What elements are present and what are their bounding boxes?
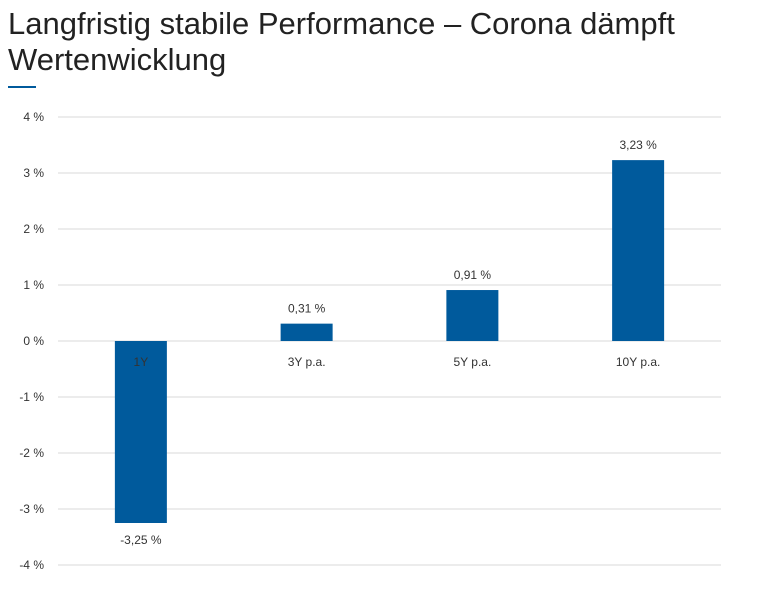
y-tick-label: -2 %: [19, 446, 44, 460]
y-tick-label: 2 %: [23, 222, 44, 236]
data-label: 0,31 %: [288, 302, 326, 316]
title-underline: [8, 86, 36, 88]
y-axis-ticks: 4 % 3 % 2 % 1 % 0 % -1 % -2 % -3 % -4 %: [19, 110, 44, 572]
y-tick-label: -1 %: [19, 390, 44, 404]
category-label: 1Y: [134, 355, 149, 369]
category-label: 3Y p.a.: [288, 355, 326, 369]
y-tick-label: -3 %: [19, 502, 44, 516]
data-label: -3,25 %: [120, 533, 162, 547]
category-label: 10Y p.a.: [616, 355, 660, 369]
data-label: 3,23 %: [619, 138, 657, 152]
y-tick-label: 0 %: [23, 334, 44, 348]
bar-5y-p-a-: [446, 290, 499, 341]
y-tick-label: 4 %: [23, 110, 44, 124]
bar-1y: [114, 341, 167, 523]
bars: [114, 160, 665, 523]
y-tick-label: -4 %: [19, 558, 44, 572]
y-tick-label: 1 %: [23, 278, 44, 292]
category-label: 5Y p.a.: [453, 355, 491, 369]
labels: -3,25 % 1Y 0,31 % 3Y p.a. 0,91 % 5Y p.a. 3,23 …: [120, 138, 660, 547]
gridlines: [58, 116, 721, 566]
data-label: 0,91 %: [454, 268, 492, 282]
y-tick-label: 3 %: [23, 166, 44, 180]
bar-3y-p-a-: [280, 323, 333, 341]
chart-title: Langfristig stabile Performance – Corona…: [8, 6, 675, 77]
bar-10y-p-a-: [612, 160, 665, 341]
